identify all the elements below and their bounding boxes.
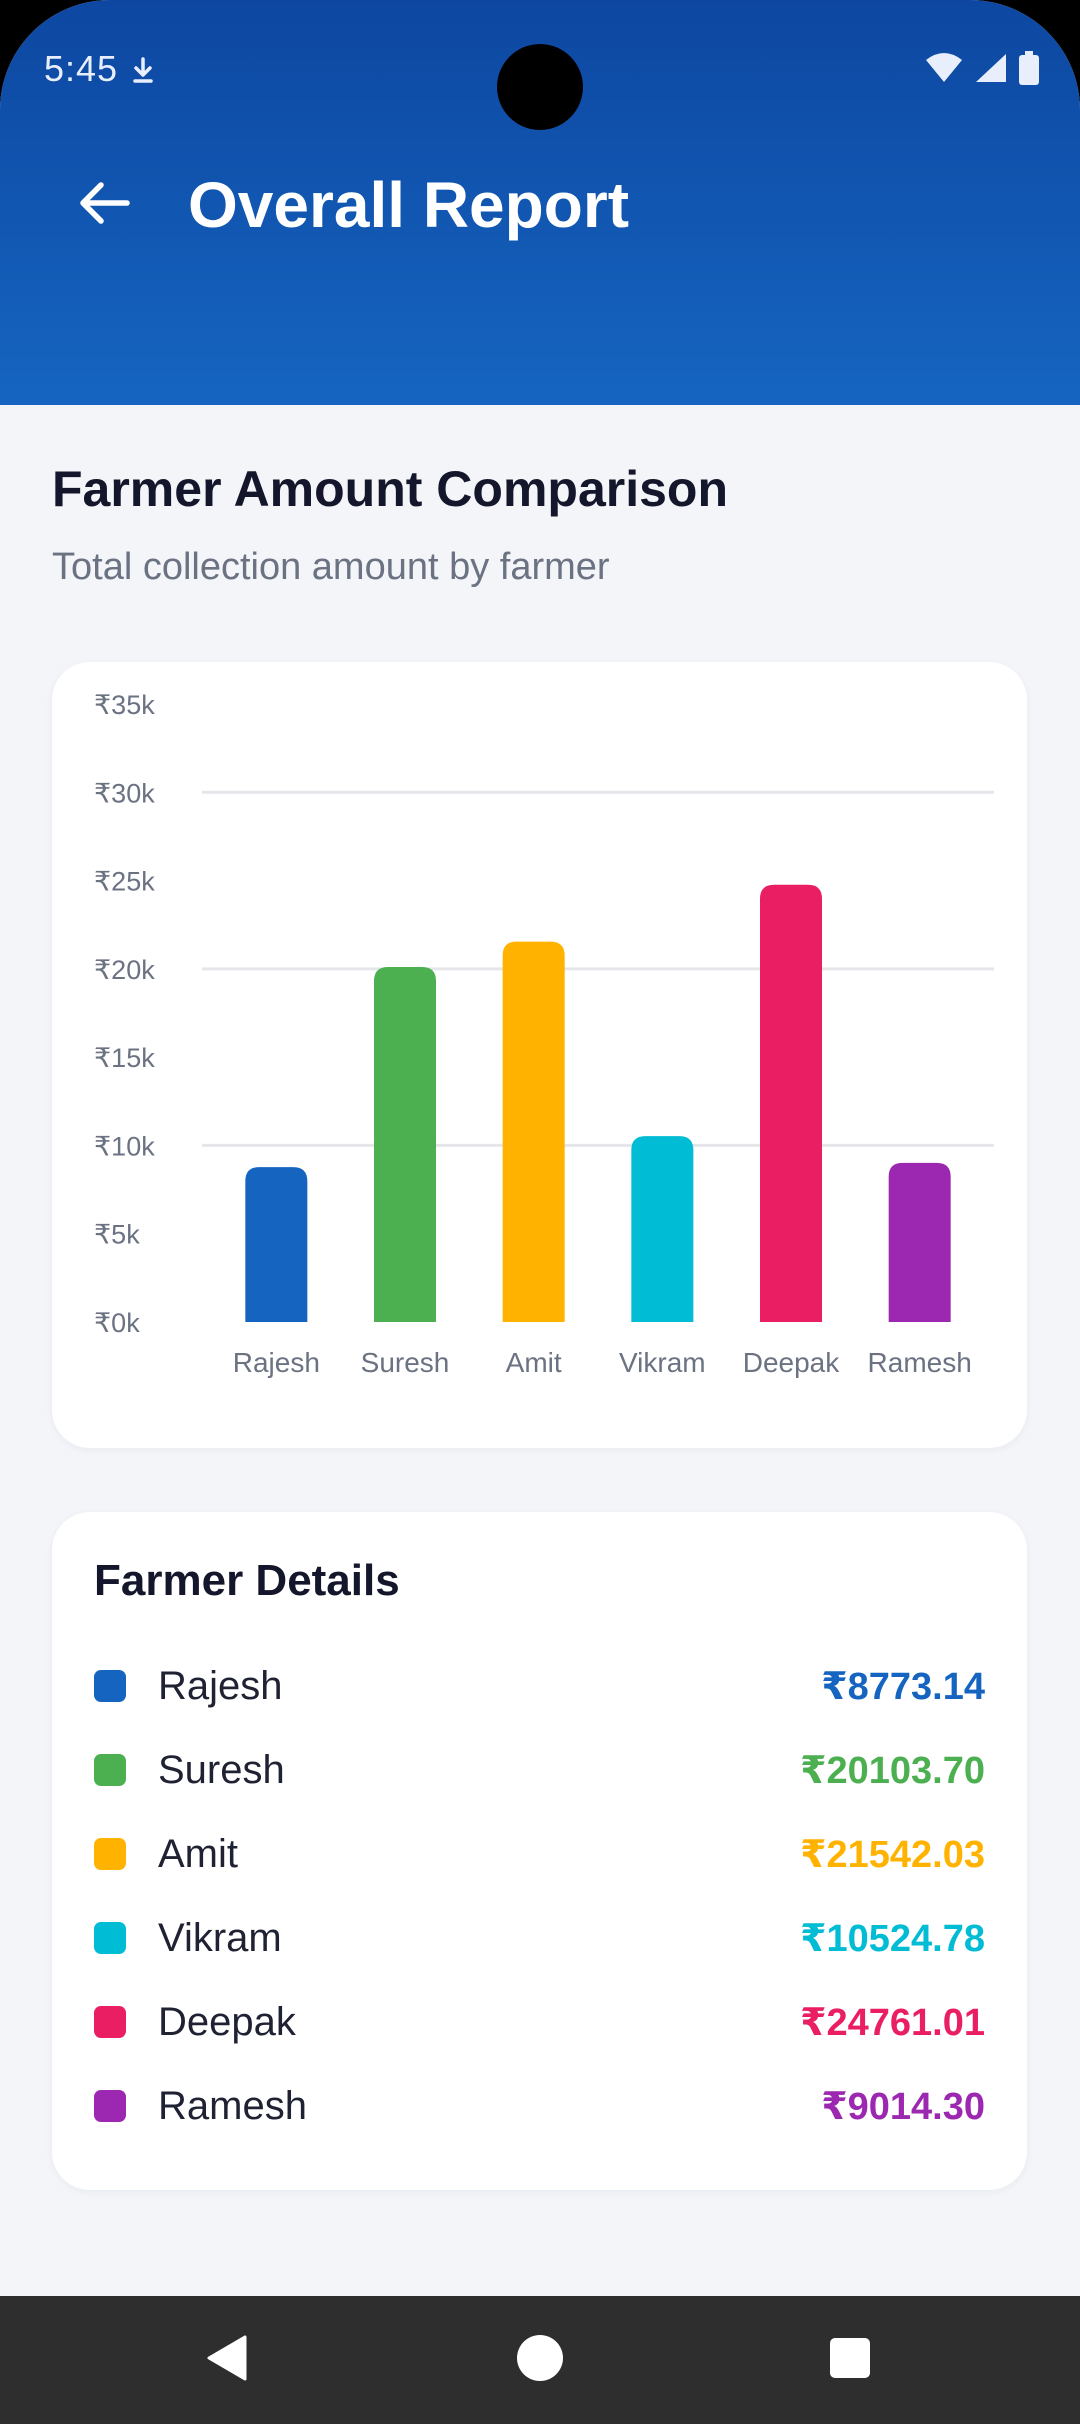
nav-recents-icon bbox=[828, 2336, 872, 2385]
camera-cutout bbox=[497, 44, 583, 130]
y-tick-label: ₹25k bbox=[94, 867, 155, 897]
x-tick-label: Amit bbox=[506, 1347, 562, 1378]
bar-amit[interactable] bbox=[502, 941, 565, 1322]
y-tick-label: ₹30k bbox=[94, 778, 155, 808]
farmer-name: Amit bbox=[158, 1831, 238, 1876]
nav-home-button[interactable] bbox=[500, 2320, 580, 2400]
nav-home-icon bbox=[515, 2333, 565, 2388]
battery-icon bbox=[1018, 50, 1040, 90]
farmer-amount: ₹9014.30 bbox=[821, 2085, 985, 2128]
y-tick-label: ₹0k bbox=[94, 1308, 140, 1338]
y-tick-label: ₹5k bbox=[94, 1220, 140, 1250]
farmer-amount: ₹20103.70 bbox=[800, 1749, 985, 1792]
farmer-details-title: Farmer Details bbox=[94, 1556, 400, 1605]
farmer-name: Deepak bbox=[158, 1999, 296, 2044]
bar-ramesh[interactable] bbox=[888, 1162, 951, 1322]
farmer-amount: ₹10524.78 bbox=[800, 1917, 985, 1960]
x-tick-label: Vikram bbox=[619, 1347, 706, 1378]
app-header: 5:45 bbox=[0, 0, 1080, 405]
status-time: 5:45 bbox=[44, 48, 119, 89]
nav-back-button[interactable] bbox=[188, 2320, 268, 2400]
system-nav-bar bbox=[0, 2296, 1080, 2424]
color-swatch bbox=[94, 2090, 126, 2122]
bar-rajesh[interactable] bbox=[245, 1167, 308, 1322]
color-swatch bbox=[94, 2006, 126, 2038]
farmer-amount: ₹8773.14 bbox=[821, 1665, 985, 1708]
list-item: Ramesh ₹9014.30 bbox=[94, 2076, 985, 2136]
color-swatch bbox=[94, 1754, 126, 1786]
download-icon bbox=[130, 56, 156, 86]
page-title: Overall Report bbox=[188, 169, 630, 241]
nav-back-icon bbox=[203, 2333, 253, 2388]
farmer-amount: ₹21542.03 bbox=[800, 1833, 985, 1876]
arrow-left-icon bbox=[77, 179, 133, 232]
farmer-name: Ramesh bbox=[158, 2083, 307, 2128]
farmer-name: Suresh bbox=[158, 1747, 285, 1792]
color-swatch bbox=[94, 1838, 126, 1870]
y-tick-label: ₹35k bbox=[94, 690, 155, 720]
color-swatch bbox=[94, 1670, 126, 1702]
x-tick-label: Rajesh bbox=[233, 1347, 320, 1378]
farmer-amount: ₹24761.01 bbox=[800, 2001, 985, 2044]
list-item: Deepak ₹24761.01 bbox=[94, 1992, 985, 2052]
bar-chart: ₹0k ₹5k ₹10k ₹15k ₹20k ₹25k ₹30k ₹35k Rajesh Sure… bbox=[94, 690, 994, 1378]
list-item: Vikram ₹10524.78 bbox=[94, 1908, 985, 1968]
farmer-name: Vikram bbox=[158, 1915, 282, 1960]
farmer-name: Rajesh bbox=[158, 1663, 283, 1708]
color-swatch bbox=[94, 1922, 126, 1954]
list-item: Amit ₹21542.03 bbox=[94, 1824, 985, 1884]
section-title: Farmer Amount Comparison bbox=[52, 461, 729, 517]
signal-icon bbox=[974, 52, 1008, 89]
chart-card: ₹0k ₹5k ₹10k ₹15k ₹20k ₹25k ₹30k ₹35k Rajesh Sure… bbox=[52, 662, 1027, 1448]
x-tick-label: Ramesh bbox=[868, 1347, 972, 1378]
y-tick-label: ₹15k bbox=[94, 1043, 155, 1073]
bar-suresh[interactable] bbox=[374, 967, 436, 1322]
status-bar: 5:45 bbox=[0, 0, 1080, 140]
bar-vikram[interactable] bbox=[631, 1136, 694, 1322]
back-button[interactable] bbox=[70, 170, 140, 240]
wifi-icon bbox=[924, 52, 964, 89]
x-tick-label: Suresh bbox=[361, 1347, 450, 1378]
nav-recents-button[interactable] bbox=[810, 2320, 890, 2400]
bar-deepak[interactable] bbox=[760, 884, 822, 1322]
x-tick-label: Deepak bbox=[743, 1347, 841, 1378]
list-item: Suresh ₹20103.70 bbox=[94, 1740, 985, 1800]
y-tick-label: ₹20k bbox=[94, 955, 155, 985]
farmer-details-card: Farmer Details Rajesh ₹8773.14 Suresh ₹2… bbox=[52, 1512, 1027, 2190]
list-item: Rajesh ₹8773.14 bbox=[94, 1656, 985, 1716]
y-tick-label: ₹10k bbox=[94, 1131, 155, 1161]
section-subtitle: Total collection amount by farmer bbox=[52, 546, 610, 588]
status-icons bbox=[924, 50, 1040, 90]
